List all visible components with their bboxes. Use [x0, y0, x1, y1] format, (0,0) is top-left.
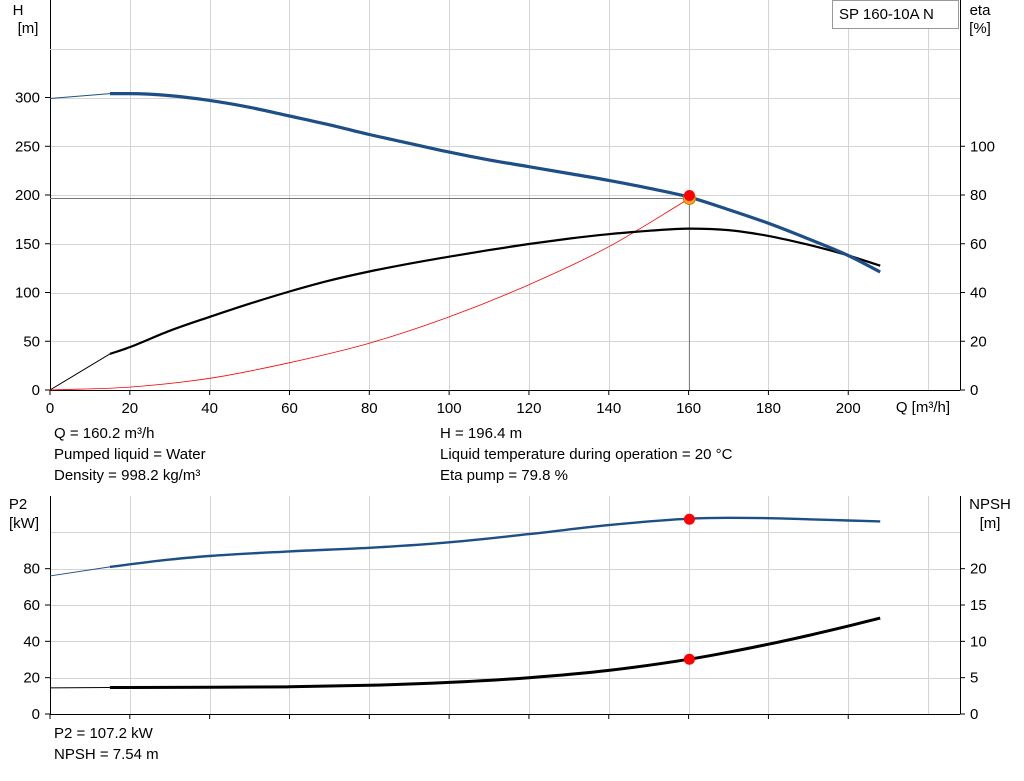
top-y-right-unit: [%] [969, 20, 991, 37]
bot-yl-tick-label: 20 [23, 670, 40, 687]
top-yr-tick-label: 40 [970, 285, 987, 302]
top-x-axis-label: Q [m³/h] [896, 399, 950, 416]
top-x-tick-label: 140 [596, 400, 621, 417]
eta-curve-extrapolation [49, 353, 111, 391]
info-npsh: NPSH = 7.54 m [54, 746, 159, 763]
top-x-tick-label: 40 [201, 400, 218, 417]
bot-yl-tick-label: 40 [23, 633, 40, 650]
top-x-tick-label: 180 [756, 400, 781, 417]
head-curve-extrapolation [49, 93, 110, 99]
top-yr-tick-label: 20 [970, 333, 987, 350]
top-x-tick-label: 60 [281, 400, 298, 417]
system-curve [49, 198, 690, 391]
top-x-tick-label: 200 [836, 400, 861, 417]
bot-y-left-label: P2 [9, 496, 27, 513]
top-yl-tick-label: 0 [32, 382, 40, 399]
npsh-curve [109, 616, 881, 689]
top-y-left-label: H [13, 2, 24, 19]
info-h: H = 196.4 m [440, 425, 523, 442]
top-x-tick-label: 0 [46, 400, 54, 417]
bot-y-right-unit: [m] [980, 515, 1001, 532]
model-label: SP 160-10A N [839, 6, 934, 23]
bot-y-right-label: NPSH [969, 496, 1011, 513]
bot-yr-tick-label: 20 [970, 561, 987, 578]
top-yl-tick-label: 300 [15, 90, 40, 107]
top-x-tick-label: 80 [361, 400, 378, 417]
top-y-left-unit: [m] [18, 20, 39, 37]
top-yl-tick-label: 250 [15, 138, 40, 155]
top-yr-tick-label: 0 [970, 382, 978, 399]
info-q: Q = 160.2 m³/h [54, 425, 155, 442]
top-x-tick-label: 120 [516, 400, 541, 417]
p2-curve [109, 516, 881, 569]
top-x-tick-label: 160 [676, 400, 701, 417]
top-x-tick-label: 100 [437, 400, 462, 417]
top-yl-tick-label: 200 [15, 187, 40, 204]
p2-curve-extrapolation [49, 566, 110, 577]
op-marker-p2 [683, 513, 695, 525]
op-marker-eta [683, 189, 695, 201]
bot-yl-tick-label: 60 [23, 597, 40, 614]
top-yl-tick-label: 50 [23, 333, 40, 350]
top-yr-tick-label: 60 [970, 236, 987, 253]
top-grid [50, 0, 960, 391]
bot-yr-tick-label: 10 [970, 633, 987, 650]
top-yr-tick-label: 100 [970, 138, 995, 155]
info-eta-pump: Eta pump = 79.8 % [440, 467, 568, 484]
info-p2: P2 = 107.2 kW [54, 725, 153, 742]
bot-yl-tick-label: 80 [23, 561, 40, 578]
op-marker-npsh [683, 653, 695, 665]
top-yr-tick-label: 80 [970, 187, 987, 204]
top-x-tick-label: 20 [121, 400, 138, 417]
bot-yr-tick-label: 0 [970, 706, 978, 723]
top-y-right-label: eta [970, 2, 992, 19]
info-density: Density = 998.2 kg/m³ [54, 467, 201, 484]
top-yl-tick-label: 100 [15, 285, 40, 302]
bot-y-left-unit: [kW] [9, 515, 39, 532]
info-pumped-liquid: Pumped liquid = Water [54, 446, 206, 463]
bot-grid [50, 496, 960, 715]
bot-yr-tick-label: 5 [970, 670, 978, 687]
eta-curve [109, 227, 881, 355]
model-label-box [832, 0, 959, 29]
head-curve [109, 92, 881, 274]
info-liquid-temperature: Liquid temperature during operation = 20… [440, 446, 733, 463]
bot-yl-tick-label: 0 [32, 706, 40, 723]
top-yl-tick-label: 150 [15, 236, 40, 253]
bot-yr-tick-label: 15 [970, 597, 987, 614]
